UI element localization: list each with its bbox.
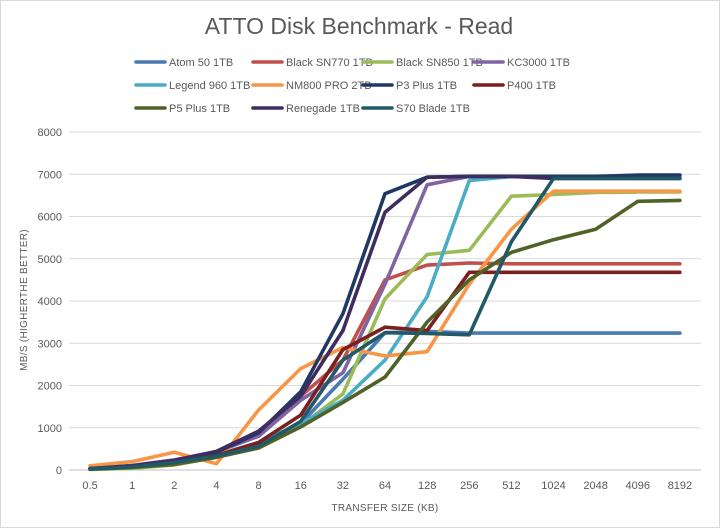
x-tick-label: 8 [256,480,262,492]
legend-label: NM800 PRO 2TB [286,80,372,92]
x-tick-label: 2 [171,480,177,492]
legend-label: KC3000 1TB [507,57,570,69]
y-tick-label: 1000 [38,423,62,435]
legend-label: P3 Plus 1TB [396,80,457,92]
x-tick-label: 1024 [541,480,565,492]
y-axis-ticks: 0 1000 2000 3000 4000 5000 6000 7000 8000 [38,127,62,477]
x-axis-ticks: 0.5 1 2 4 8 16 32 64 128 256 512 1024 2048 4096 8192 [82,480,692,492]
x-tick-label: 32 [337,480,349,492]
y-tick-label: 0 [56,465,62,477]
legend-label: P400 1TB [507,80,556,92]
x-tick-label: 2048 [583,480,607,492]
series-line [88,176,682,471]
legend-label: P5 Plus 1TB [169,103,230,115]
legend: Atom 50 1TB Black SN770 1TB Black SN850 1T… [134,57,570,115]
x-tick-label: 16 [295,480,307,492]
legend-item: Black SN850 1TB [361,57,483,69]
y-tick-label: 5000 [38,254,62,266]
series-lines [88,173,682,472]
series-line [88,174,682,471]
x-axis-title: TRANSFER SIZE (KB) [331,503,438,514]
chart-title: ATTO Disk Benchmark - Read [205,13,513,39]
legend-label: S70 Blade 1TB [396,103,470,115]
y-axis-title: MB/S (HIGHERTHE BETTER) [19,229,30,371]
legend-item: NM800 PRO 2TB [251,80,372,92]
x-tick-label: 1 [129,480,135,492]
legend-item: Legend 960 1TB [134,80,250,92]
x-tick-label: 0.5 [82,480,97,492]
legend-item: S70 Blade 1TB [361,103,470,115]
legend-label: Atom 50 1TB [169,57,233,69]
series-line [88,329,682,472]
series-line [88,173,682,471]
x-tick-label: 128 [418,480,436,492]
y-tick-label: 8000 [38,127,62,139]
series-line [88,261,682,471]
legend-item: Renegade 1TB [251,103,360,115]
legend-item: KC3000 1TB [472,57,570,69]
y-tick-label: 7000 [38,169,62,181]
legend-label: Renegade 1TB [286,103,360,115]
legend-label: Legend 960 1TB [169,80,250,92]
series-line [88,174,682,471]
x-tick-label: 8192 [668,480,692,492]
legend-item: P400 1TB [472,80,556,92]
series-line [88,174,682,471]
x-tick-label: 4 [213,480,219,492]
x-tick-label: 512 [502,480,520,492]
legend-item: P3 Plus 1TB [361,80,457,92]
legend-label: Black SN770 1TB [286,57,373,69]
x-tick-label: 4096 [626,480,650,492]
y-tick-label: 4000 [38,296,62,308]
y-tick-label: 6000 [38,212,62,224]
legend-item: P5 Plus 1TB [134,103,230,115]
legend-item: Black SN770 1TB [251,57,373,69]
y-tick-label: 3000 [38,338,62,350]
x-tick-label: 64 [379,480,391,492]
y-tick-label: 2000 [38,381,62,393]
legend-label: Black SN850 1TB [396,57,483,69]
x-tick-label: 256 [460,480,478,492]
legend-item: Atom 50 1TB [134,57,233,69]
